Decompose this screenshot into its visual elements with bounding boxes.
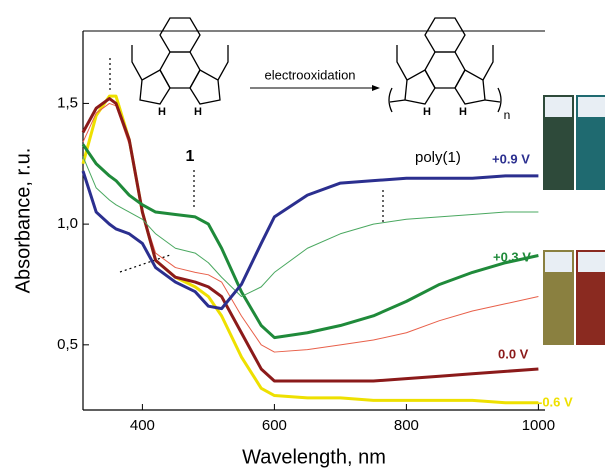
series-line — [81, 170, 539, 311]
vial-label-bg — [545, 97, 572, 117]
y-tick-label: 0,5 — [57, 336, 78, 353]
annotation: 1 — [186, 148, 195, 165]
x-tick-label: 1000 — [522, 417, 555, 434]
reaction-arrowhead — [372, 85, 380, 91]
series-label: -0.6 V — [538, 394, 573, 409]
series-line — [82, 102, 539, 353]
annotation: H — [459, 106, 467, 118]
series-line — [82, 156, 539, 298]
x-tick-label: 400 — [130, 417, 155, 434]
annotation: H — [158, 106, 166, 118]
x-axis-label: Wavelength, nm — [242, 446, 386, 468]
series-label: 0.0 V — [498, 346, 529, 361]
x-tick-label: 600 — [262, 417, 287, 434]
monomer-structure — [131, 17, 229, 105]
vial-label-bg — [578, 97, 605, 117]
y-axis-label: Absorbance, r.u. — [12, 148, 34, 294]
polymer-structure — [388, 17, 502, 113]
annotation: H — [194, 106, 202, 118]
y-tick-label: 1,5 — [57, 94, 78, 111]
x-tick-label: 800 — [394, 417, 419, 434]
y-tick-label: 1,0 — [57, 215, 78, 232]
series-line — [81, 97, 539, 383]
trend-arrows — [109, 55, 384, 273]
series-line — [81, 143, 539, 340]
annotation: H — [423, 106, 431, 118]
vial-photos — [543, 95, 605, 345]
annotation: n — [504, 108, 511, 122]
vial-label-bg — [578, 252, 605, 272]
annotation: poly(1) — [415, 149, 461, 166]
annotation: electrooxidation — [264, 67, 355, 82]
series-label: +0.3 V — [493, 249, 531, 264]
vial-label-bg — [545, 252, 572, 272]
series-label: +0.9 V — [492, 151, 530, 166]
